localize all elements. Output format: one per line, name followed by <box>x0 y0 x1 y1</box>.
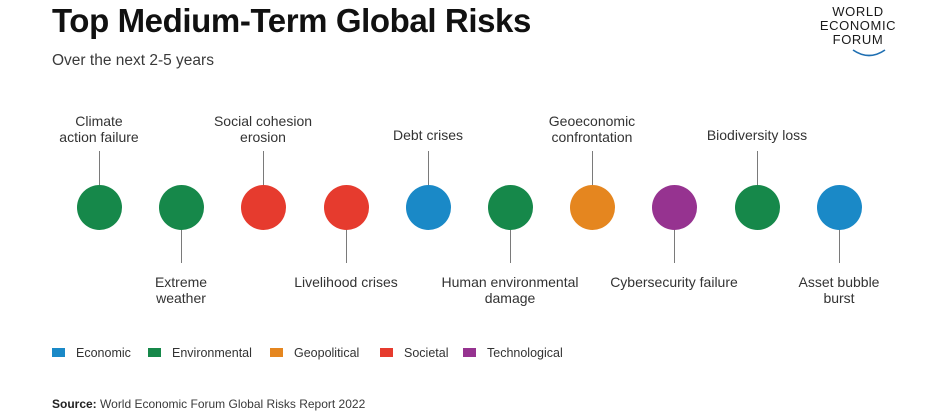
legend-swatch <box>270 348 283 357</box>
risk-label-human-environmental-damage: Human environmental damage <box>441 274 579 306</box>
legend-swatch <box>52 348 65 357</box>
legend-swatch <box>148 348 161 357</box>
risk-connector <box>346 207 347 263</box>
risk-dot-geoeconomic-confrontation <box>569 184 615 230</box>
risk-connector <box>674 207 675 263</box>
legend-item-geopolitical: Geopolitical <box>270 346 359 360</box>
legend-label: Environmental <box>172 346 252 360</box>
risk-label-cybersecurity-failure: Cybersecurity failure <box>610 274 738 290</box>
risk-label-debt-crises: Debt crises <box>392 127 464 143</box>
risk-dot-livelihood-crises <box>323 184 369 230</box>
risk-connector <box>510 207 511 263</box>
risk-dot-cybersecurity-failure <box>651 184 697 230</box>
legend-label: Technological <box>487 346 563 360</box>
risk-connector <box>757 151 758 207</box>
legend-swatch <box>380 348 393 357</box>
risk-label-social-cohesion-erosion: Social cohesion erosion <box>213 113 313 145</box>
page-title: Top Medium-Term Global Risks <box>52 2 531 39</box>
risk-label-extreme-weather: Extreme weather <box>154 274 208 306</box>
page-subtitle: Over the next 2-5 years <box>52 52 214 69</box>
risk-connector <box>99 151 100 207</box>
wef-logo: WORLD ECONOMIC FORUM <box>818 5 898 65</box>
risk-dot-asset-bubble-burst <box>816 184 862 230</box>
risk-dot-debt-crises <box>405 184 451 230</box>
logo-arc-icon <box>852 49 886 57</box>
legend-label: Geopolitical <box>294 346 360 360</box>
risk-dot-climate-action-failure <box>76 184 122 230</box>
logo-line-2: ECONOMIC <box>819 18 897 33</box>
legend-label: Economic <box>76 346 131 360</box>
risk-label-biodiversity-loss: Biodiversity loss <box>706 127 808 143</box>
risk-dot-extreme-weather <box>158 184 204 230</box>
risk-connector <box>181 207 182 263</box>
logo-line-1: WORLD <box>832 4 884 19</box>
logo-line-3: FORUM <box>832 32 884 47</box>
risk-connector <box>428 151 429 207</box>
legend-item-societal: Societal <box>380 346 448 360</box>
risk-connector <box>592 151 593 207</box>
risk-label-asset-bubble-burst: Asset bubble burst <box>798 274 880 306</box>
risk-dot-social-cohesion-erosion <box>240 184 286 230</box>
risk-label-livelihood-crises: Livelihood crises <box>294 274 398 290</box>
risk-connector <box>839 207 840 263</box>
legend-item-technological: Technological <box>463 346 563 360</box>
risk-label-climate-action-failure: Climate action failure <box>59 113 139 145</box>
risk-connector <box>263 151 264 207</box>
risk-dot-human-environmental-damage <box>487 184 533 230</box>
risk-dot-biodiversity-loss <box>734 184 780 230</box>
source-prefix: Source: <box>52 397 97 411</box>
legend-item-economic: Economic <box>52 346 131 360</box>
risk-label-geoeconomic-confrontation: Geoeconomic confrontation <box>548 113 636 145</box>
source-text: World Economic Forum Global Risks Report… <box>100 397 366 411</box>
source-note: Source: World Economic Forum Global Risk… <box>52 397 365 411</box>
legend-swatch <box>463 348 476 357</box>
legend-label: Societal <box>404 346 449 360</box>
legend-item-environmental: Environmental <box>148 346 252 360</box>
